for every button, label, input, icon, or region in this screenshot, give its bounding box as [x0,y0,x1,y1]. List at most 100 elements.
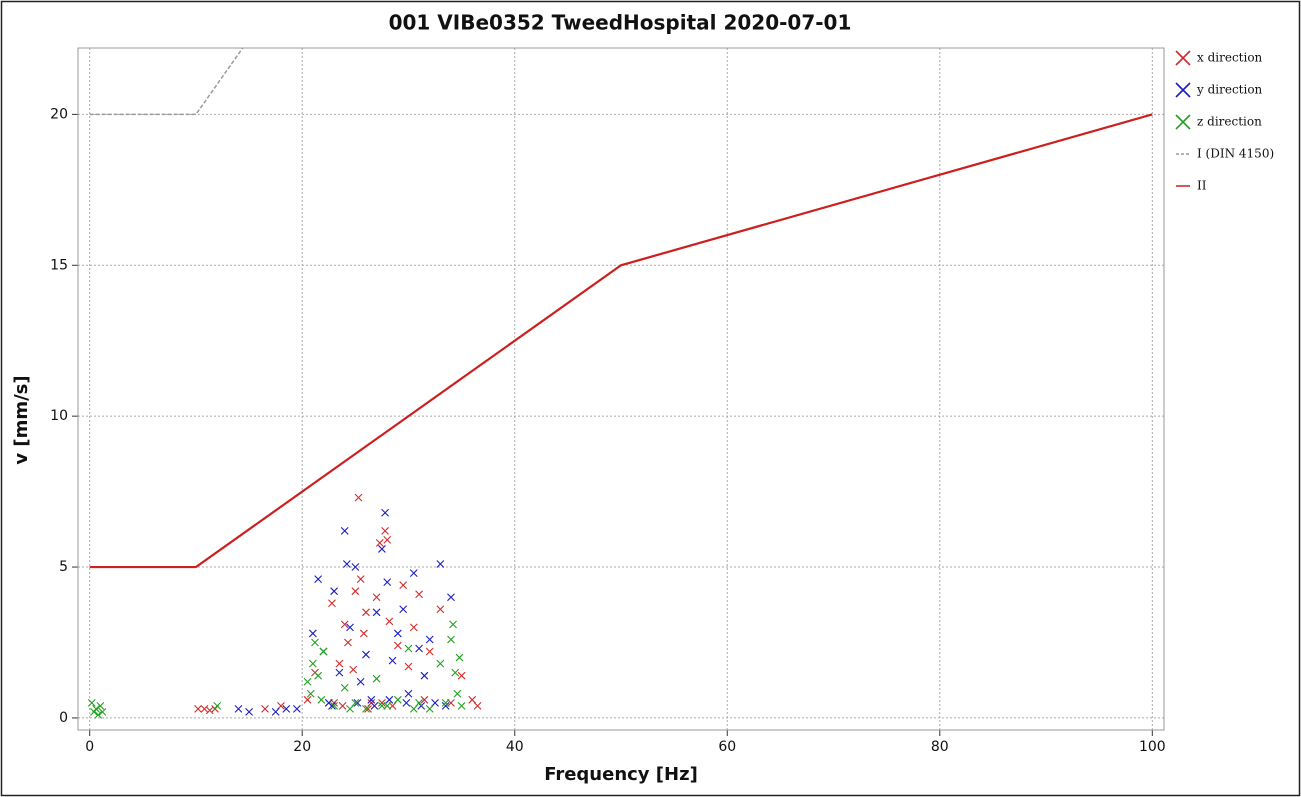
data-point [409,623,418,632]
data-point [388,656,397,665]
y-tick-label: 0 [59,710,68,726]
data-point [441,698,450,707]
data-point [362,704,370,713]
grid: 0 20 40 60 80 100 0 5 10 15 20 [50,48,1166,755]
data-point [409,704,418,713]
data-point [404,689,413,698]
data-point [378,698,386,707]
legend-label: II [1197,179,1207,193]
data-point [271,708,280,716]
data-point [364,704,372,713]
x-tick-label: 0 [85,739,94,755]
data-point [344,638,352,647]
data-point [473,701,482,710]
data-point [205,706,214,715]
data-point [213,701,222,710]
data-point [449,620,457,629]
data-point [245,708,253,716]
data-point [96,701,105,710]
chart-title: 001 VIBe0352 TweedHospital 2020-07-01 [389,11,852,35]
data-point [282,704,291,713]
data-point [378,545,386,553]
data-point [351,587,360,596]
data-point [420,695,429,704]
data-point [330,587,338,596]
y-tick-label: 10 [50,408,68,424]
data-point [436,560,445,568]
data-point [349,665,358,674]
data-point [234,704,243,713]
data-point [441,701,450,710]
data-point [346,704,354,713]
data-point [420,671,429,680]
data-point [362,650,370,659]
data-point [457,701,466,710]
data-point [399,605,408,614]
y-tick-label: 15 [50,257,68,273]
data-point [311,638,319,647]
legend-marker [1175,114,1191,130]
data-point [306,689,315,698]
plot-area [87,48,1153,719]
y-tick-label: 20 [50,106,68,122]
data-point [328,599,336,608]
data-point [453,689,462,698]
data-point [340,620,349,629]
data-point [308,629,317,638]
legend-label: z direction [1197,115,1262,129]
data-point [409,569,418,577]
data-point [351,563,360,571]
data-point [402,698,411,707]
data-point [338,701,347,710]
data-point [385,695,394,704]
data-point [330,701,338,710]
legend-label: I (DIN 4150) [1197,147,1274,161]
data-point [393,629,402,638]
data-point [319,647,328,656]
legend-label: x direction [1197,51,1263,65]
data-point [425,635,434,644]
data-point [308,659,317,668]
data-point [303,677,312,686]
data-point [447,635,455,644]
data-point [314,575,323,584]
data-point [356,575,365,584]
data-point [457,671,466,680]
legend-label: y direction [1196,83,1263,97]
data-point [381,526,389,535]
data-point [303,695,312,704]
data-point [425,647,434,656]
data-point [378,701,386,710]
y-axis-label: v [mm/s] [11,375,32,464]
data-point [354,493,363,502]
data-point [393,641,402,650]
y-tick-label: 5 [59,559,68,575]
data-point [328,701,336,710]
data-point [87,698,96,707]
legend: x direction y direction z direction I (DIN … [1175,50,1274,193]
data-point [455,653,464,662]
data-point [200,704,209,713]
legend-marker [1175,82,1191,98]
data-point [362,608,370,617]
data-point [335,668,344,677]
data-point [261,704,269,713]
data-point [98,708,107,716]
data-point [415,644,423,653]
data-point [451,668,460,677]
data-point [340,683,349,692]
data-point [415,590,423,599]
data-point [436,659,445,668]
data-point [447,593,455,602]
data-point [293,704,301,713]
data-point [359,629,368,638]
data-point [346,623,354,632]
data-point [372,608,381,617]
x-tick-label: 40 [506,739,524,755]
x-tick-label: 20 [293,739,311,755]
x-tick-label: 100 [1139,739,1166,755]
data-point [404,662,413,671]
data-point [94,711,103,719]
